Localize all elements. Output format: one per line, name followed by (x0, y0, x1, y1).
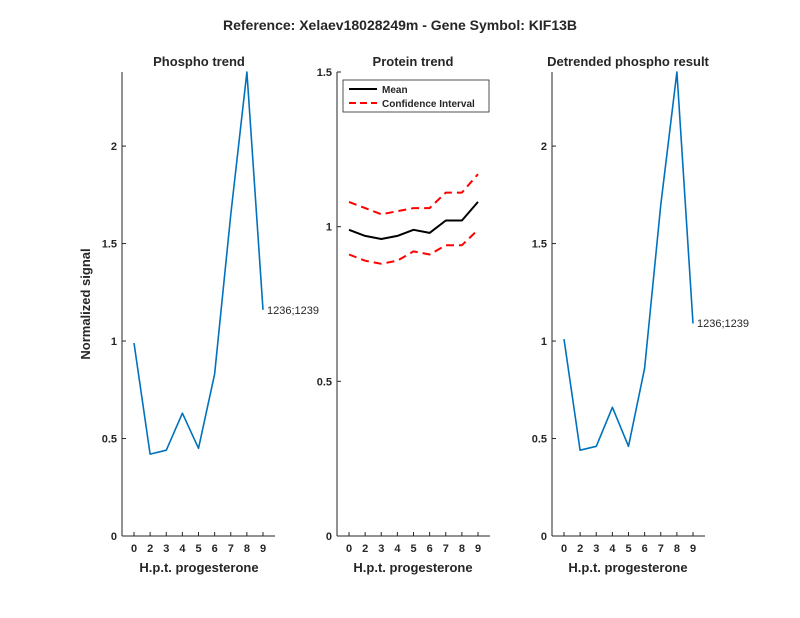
legend-mean-label: Mean (382, 85, 408, 96)
legend-ci-label: Confidence Interval (382, 99, 475, 110)
x-tick-label: 4 (609, 543, 616, 555)
series-annotation: 1236;1239 (697, 318, 749, 330)
y-tick-label: 1 (541, 336, 547, 348)
y-tick-label: 1 (111, 336, 117, 348)
series-group (348, 173, 479, 265)
y-tick-label: 0.5 (317, 376, 332, 388)
x-tick-label: 9 (690, 543, 696, 555)
x-tick-label: 7 (228, 543, 234, 555)
y-tick-label: 1.5 (532, 239, 547, 251)
x-tick-label: 8 (459, 543, 465, 555)
panel-title: Detrended phospho result (547, 54, 709, 69)
y-tick-label: 0.5 (102, 434, 117, 446)
x-tick-label: 3 (593, 543, 599, 555)
x-tick-label: 5 (410, 543, 416, 555)
series-annotation: 1236;1239 (267, 305, 319, 317)
series-group (563, 71, 694, 452)
y-axis: 0 0.5 1 1.5 2 (532, 141, 556, 543)
y-axis-label: Normalized signal (78, 248, 93, 359)
y-axis: 0 0.5 1 1.5 2 (102, 141, 126, 543)
x-tick-label: 7 (658, 543, 664, 555)
x-tick-label: 4 (179, 543, 186, 555)
x-tick-label: 2 (147, 543, 153, 555)
figure-title: Reference: Xelaev18028249m - Gene Symbol… (223, 17, 577, 33)
y-tick-label: 0 (541, 531, 547, 543)
x-tick-label: 2 (362, 543, 368, 555)
x-tick-label: 0 (131, 543, 137, 555)
x-tick-label: 9 (260, 543, 266, 555)
legend: Mean Confidence Interval (342, 79, 490, 113)
y-tick-label: 0 (326, 531, 332, 543)
x-tick-label: 0 (346, 543, 352, 555)
x-axis-label: H.p.t. progesterone (568, 560, 687, 575)
x-tick-label: 6 (427, 543, 433, 555)
x-tick-label: 3 (378, 543, 384, 555)
x-tick-label: 7 (443, 543, 449, 555)
series-line-0 (348, 201, 479, 240)
series-line-1 (348, 173, 479, 216)
x-tick-label: 3 (163, 543, 169, 555)
y-tick-label: 0.5 (532, 434, 547, 446)
x-tick-label: 8 (674, 543, 680, 555)
legend-box (342, 79, 490, 113)
x-tick-label: 6 (642, 543, 648, 555)
x-tick-label: 9 (475, 543, 481, 555)
x-tick-label: 5 (625, 543, 631, 555)
panel-title: Phospho trend (153, 54, 245, 69)
y-tick-label: 2 (111, 141, 117, 153)
x-tick-label: 8 (244, 543, 250, 555)
y-tick-label: 2 (541, 141, 547, 153)
panel-title: Protein trend (373, 54, 454, 69)
x-axis-label: H.p.t. progesterone (139, 560, 258, 575)
y-tick-label: 1.5 (317, 67, 332, 79)
series-line-0 (563, 71, 694, 452)
y-tick-label: 0 (111, 531, 117, 543)
series-line-0 (133, 71, 264, 455)
series-group (133, 71, 264, 455)
x-tick-label: 0 (561, 543, 567, 555)
y-tick-label: 1 (326, 222, 332, 234)
x-tick-label: 5 (195, 543, 201, 555)
x-tick-label: 2 (577, 543, 583, 555)
x-tick-label: 6 (212, 543, 218, 555)
x-axis-label: H.p.t. progesterone (353, 560, 472, 575)
x-tick-label: 4 (394, 543, 401, 555)
y-tick-label: 1.5 (102, 239, 117, 251)
y-axis: 0 0.5 1 1.5 (317, 67, 341, 543)
series-line-2 (348, 229, 479, 265)
